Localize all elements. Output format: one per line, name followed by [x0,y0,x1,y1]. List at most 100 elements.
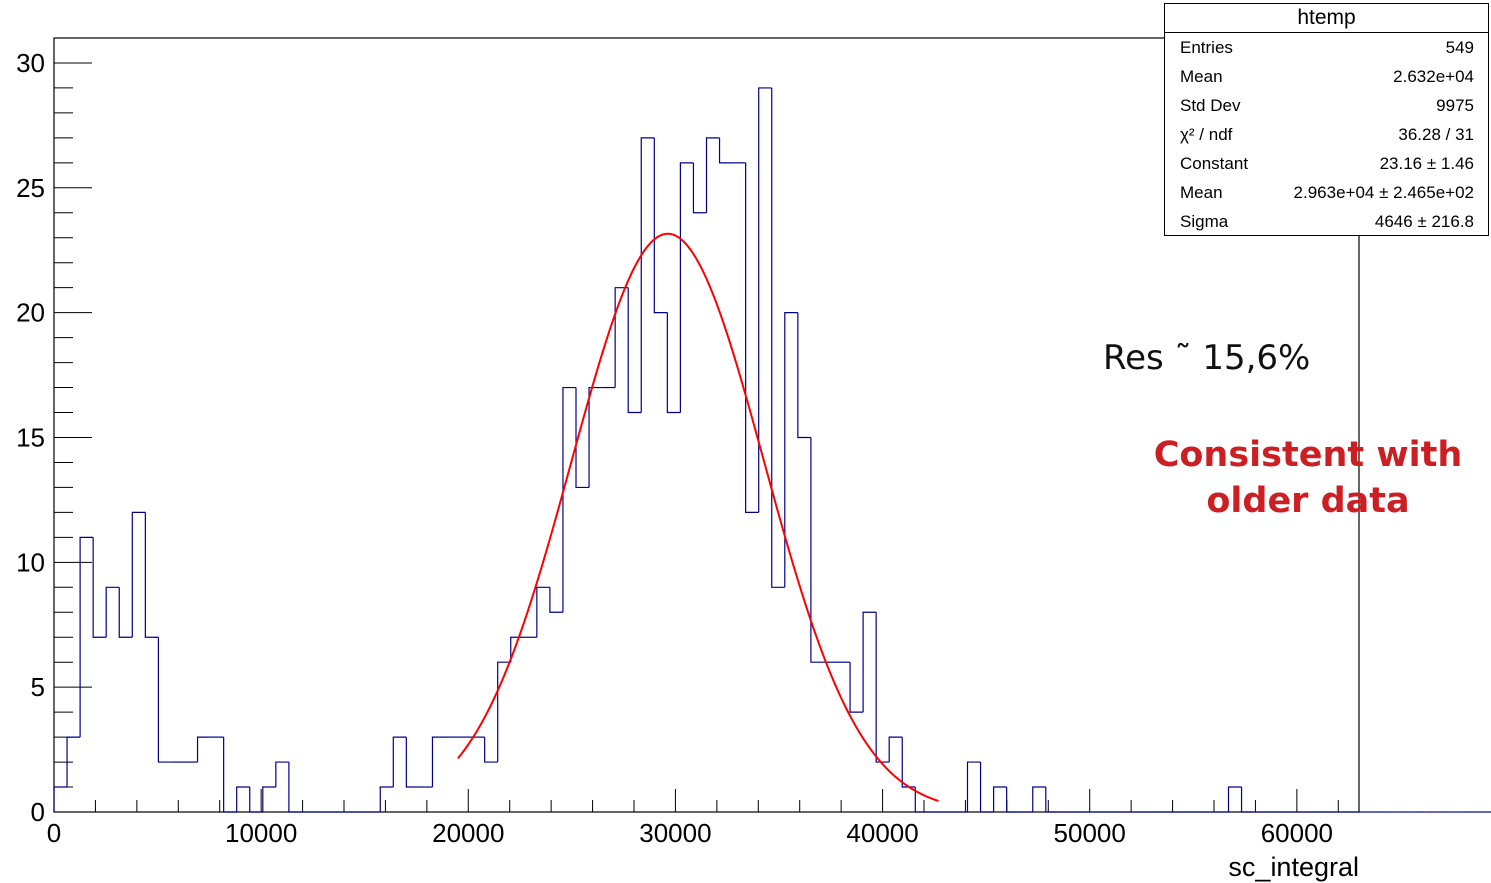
histogram-bin [966,761,981,812]
histogram-bin [901,737,916,788]
histogram-bin [53,786,68,812]
histogram-bin [497,661,511,763]
stats-value: 2.632e+04 [1393,67,1474,86]
stats-value: 9975 [1436,96,1474,115]
histogram-bin [105,586,120,638]
stats-row-std-dev: Std Dev 9975 [1165,91,1488,120]
histogram-bin [888,736,903,763]
stats-label: Constant [1180,154,1249,173]
stats-label: Entries [1180,38,1233,57]
histogram-bin [705,137,720,213]
histogram-bin [275,761,289,788]
histogram-bin [92,537,107,638]
histogram-bin [588,386,603,488]
histogram-bin [653,137,668,314]
histogram-bin [1045,787,1059,813]
consistency-annotation-line2: older data [1206,481,1410,521]
histogram-bin [758,87,772,513]
stats-label: Mean [1180,183,1223,202]
histogram-bin [745,162,759,513]
histogram-layer [53,87,1491,813]
x-tick-label: 20000 [432,818,504,848]
stats-label: Sigma [1180,212,1229,231]
histogram-bin [862,611,877,713]
histogram-bin [379,786,394,812]
histogram-bin [536,586,550,638]
y-axis: 0 5 10 15 20 25 30 [16,48,92,827]
histogram-bin [614,287,629,388]
histogram-bin [196,736,211,763]
stats-value: 4646 ± 216.8 [1374,212,1474,231]
stats-row-constant: Constant 23.16 ± 1.46 [1165,149,1488,178]
stats-box: htemp Entries 549 Mean 2.632e+04 Std Dev… [1164,3,1489,236]
histogram-bin [575,387,590,489]
stats-label: Mean [1180,67,1223,86]
stats-value: 2.963e+04 ± 2.465e+02 [1293,183,1474,202]
histogram-bin [66,736,81,788]
histogram-bin [118,587,133,638]
histogram-bin [640,137,655,413]
histogram-bin [236,786,250,812]
stats-label: Std Dev [1180,96,1241,115]
histogram-bin [392,736,407,788]
histogram-bin [249,787,263,813]
y-tick-label: 20 [16,298,45,328]
x-tick-label: 10000 [225,818,297,848]
histogram-bin [405,737,420,788]
histogram-bin [131,511,146,638]
consistency-annotation-line1: Consistent with [1153,435,1463,475]
x-tick-label: 0 [47,818,61,848]
histogram-bin [797,312,811,439]
histogram-bin [810,437,824,663]
stats-row-entries: Entries 549 [1165,33,1488,62]
y-tick-label: 30 [16,48,45,78]
y-tick-label: 10 [16,547,45,577]
histogram-bin [692,162,707,214]
histogram-bin [993,786,1007,812]
histogram-bin [771,87,785,588]
histogram-bin [1032,786,1046,812]
histogram-bin [157,637,172,763]
plot-frame [53,37,1360,813]
histogram-bin [549,587,563,613]
stats-label: χ² / ndf [1180,125,1233,144]
resolution-annotation: Res ˜ 15,6% [1103,338,1311,378]
stats-value: 23.16 ± 1.46 [1379,154,1474,173]
y-tick-label: 0 [31,797,45,827]
fit-layer [457,232,939,802]
histogram-bin [627,287,642,414]
stats-box-title: htemp [1165,4,1488,33]
x-axis-title: sc_integral [1228,852,1359,882]
histogram-bin [262,786,276,812]
histogram-bin [718,137,733,164]
histogram-bin [79,536,94,738]
histogram-bin [679,162,694,413]
histogram-bin [849,662,864,713]
stats-row-fit-mean: Mean 2.963e+04 ± 2.465e+02 [1165,178,1488,207]
x-tick-label: 50000 [1054,818,1126,848]
stats-value: 36.28 / 31 [1398,125,1474,144]
histogram-bin [431,736,446,788]
stats-row-mean: Mean 2.632e+04 [1165,62,1488,91]
histogram-bin [223,737,237,813]
histogram-bin [144,512,159,638]
histogram-bin [288,762,302,813]
stats-row-sigma: Sigma 4646 ± 216.8 [1165,207,1488,236]
stats-row-chi2-ndf: χ² / ndf 36.28 / 31 [1165,120,1488,149]
histogram-bin [1240,787,1255,813]
histogram-bin [666,312,681,414]
y-tick-label: 15 [16,422,45,452]
y-tick-label: 5 [31,672,45,702]
histogram-bin [914,787,929,813]
histogram-bin [562,386,576,613]
histogram-bin [979,762,994,813]
y-tick-label: 25 [16,173,45,203]
stats-value: 549 [1445,38,1474,57]
x-tick-label: 60000 [1261,818,1333,848]
histogram-bin [484,737,498,763]
x-tick-label: 30000 [639,818,711,848]
x-tick-label: 40000 [846,818,918,848]
x-axis: 0 10000 20000 30000 40000 50000 60000 [47,789,1339,848]
histogram-bin [875,612,890,763]
